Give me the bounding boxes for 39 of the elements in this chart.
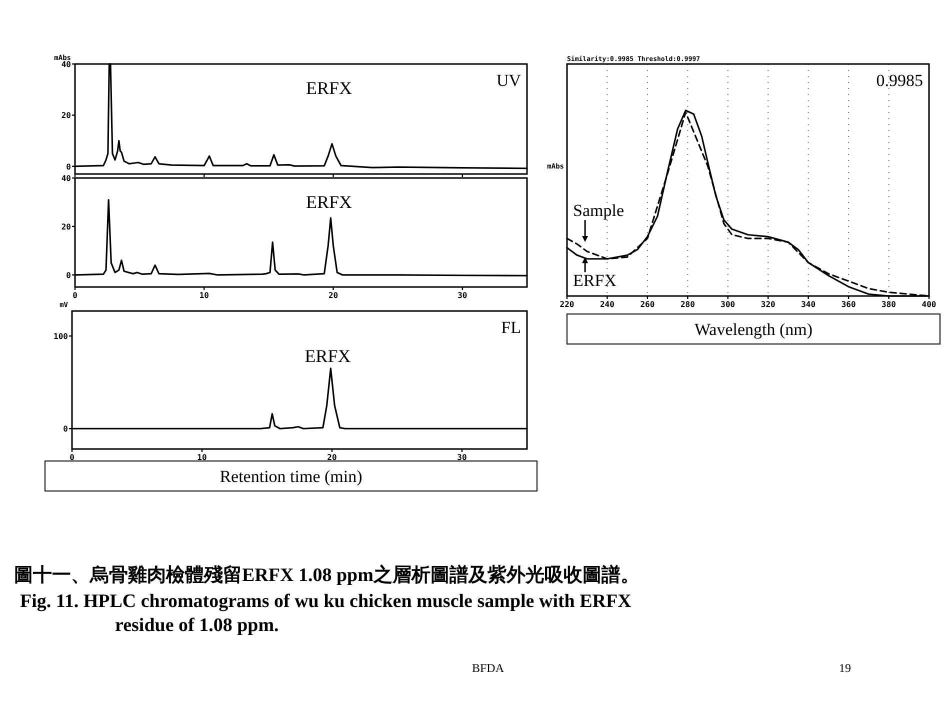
legend-label: ERFX: [573, 271, 617, 290]
annotation: ERFX: [306, 192, 352, 212]
y-tick-label: 40: [61, 174, 72, 183]
x-tick-label: 380: [882, 300, 896, 309]
y-tick-label: 20: [61, 111, 72, 120]
x-tick-label: 320: [760, 300, 776, 309]
annotation: UV: [496, 71, 522, 90]
x-axis-title: Retention time (min): [220, 467, 362, 486]
x-tick-label: 30: [457, 453, 467, 462]
y-tick-label: 0: [66, 270, 72, 280]
x-tick-label: 0: [72, 291, 78, 300]
text: 19: [839, 661, 851, 675]
annotation: ERFX: [306, 78, 352, 98]
x-tick-label: 260: [640, 300, 655, 309]
x-tick-label: 360: [841, 300, 856, 309]
text: Fig. 11. HPLC chromatograms of wu ku chicken muscle sample with ERFX residue of 1.08 ppm.: [20, 590, 632, 638]
x-tick-label: 10: [199, 291, 210, 300]
y-tick-label: 0: [66, 162, 72, 172]
x-tick-label: 220: [560, 300, 574, 309]
x-tick-label: 10: [197, 453, 207, 462]
x-axis-title: Wavelength (nm): [694, 320, 813, 339]
x-tick-label: 30: [458, 291, 468, 300]
text: 圖十一、烏骨雞肉檢體殘留ERFX 1.08 ppm之層析圖譜及紫外光吸收圖譜。: [14, 564, 640, 588]
x-tick-label: 300: [720, 300, 736, 309]
y-tick-label: 100: [54, 332, 68, 342]
text: 0.9985: [876, 71, 923, 90]
text: BFDA: [472, 661, 504, 675]
x-tick-label: 400: [922, 300, 936, 309]
y-tick-label: 20: [61, 222, 72, 232]
x-tick-label: 280: [680, 300, 696, 309]
y-tick-label: 40: [61, 60, 72, 69]
x-tick-label: 20: [328, 291, 338, 300]
x-tick-label: 20: [327, 453, 337, 462]
y-tick-label: 0: [63, 424, 68, 434]
series-label: Sample: [573, 201, 624, 220]
annotation: FL: [501, 318, 521, 337]
annotation: ERFX: [304, 346, 351, 366]
x-tick-label: 240: [600, 300, 615, 309]
x-tick-label: 340: [801, 300, 816, 309]
